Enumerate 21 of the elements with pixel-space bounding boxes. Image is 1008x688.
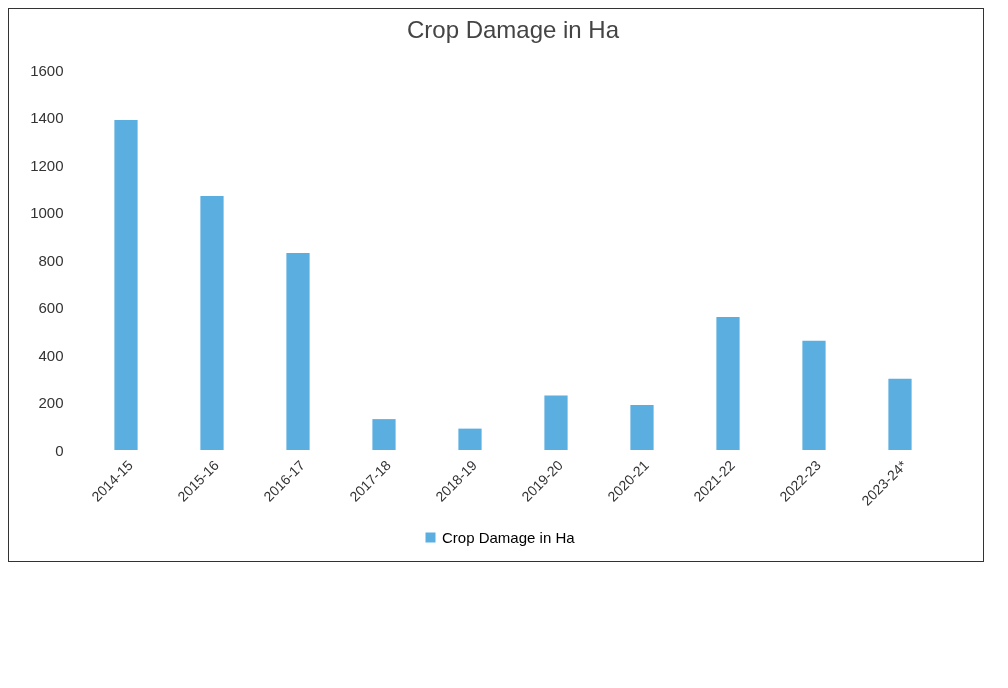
bar xyxy=(630,404,654,450)
bar xyxy=(716,317,740,450)
y-tick-label: 1000 xyxy=(30,204,64,221)
legend-label: Crop Damage in Ha xyxy=(442,528,576,546)
y-tick-label: 1600 xyxy=(30,61,64,79)
y-tick-label: 1400 xyxy=(30,109,64,126)
y-tick-label: 600 xyxy=(38,299,64,316)
bar xyxy=(544,395,568,450)
bar xyxy=(286,252,310,450)
chart-title: Crop Damage in Ha xyxy=(406,16,620,43)
y-tick-label: 800 xyxy=(38,251,64,269)
bar xyxy=(114,119,138,450)
bar xyxy=(888,378,912,450)
bar xyxy=(200,195,224,450)
bar xyxy=(372,419,396,450)
bar xyxy=(458,428,482,450)
y-tick-label: 400 xyxy=(38,346,64,364)
y-tick-label: 0 xyxy=(55,441,64,459)
bar xyxy=(802,340,826,450)
y-tick-label: 200 xyxy=(38,394,64,411)
y-tick-label: 1200 xyxy=(30,156,64,174)
